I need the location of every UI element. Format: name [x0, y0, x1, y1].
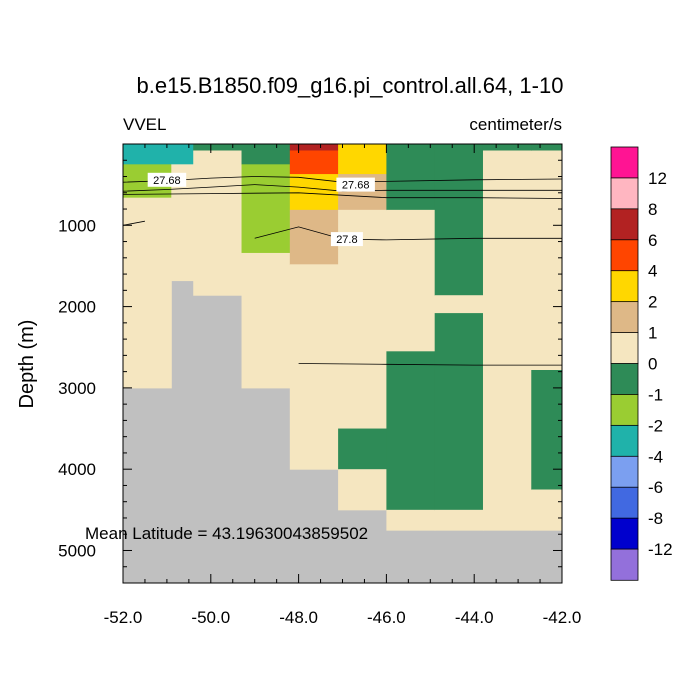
colorbar-box-4: [610, 270, 639, 303]
contour-layer: 27.68 27.68 27.8: [122, 172, 563, 366]
y-tick-label-3: 4000: [58, 460, 96, 479]
cell-col2-seg0: [193, 144, 243, 151]
cell-col7-seg3: [434, 509, 484, 531]
x-tick-label-2: -48.0: [279, 608, 318, 627]
cell-col4-seg4: [289, 264, 339, 470]
colorbar-box-1: [610, 177, 639, 210]
cell-col7-seg1: [434, 295, 484, 314]
colorbar-label-2: 6: [648, 231, 657, 250]
cell-col0-seg2: [123, 197, 172, 389]
cell-col6-seg3: [386, 509, 436, 531]
x-tick-label-3: -46.0: [367, 608, 406, 627]
cell-col9-seg2: [531, 370, 563, 491]
colorbar-label-10: -6: [648, 478, 663, 497]
colorbar-box-13: [610, 548, 639, 581]
contour-label-3: 27.8: [336, 234, 357, 246]
cell-col9-seg1: [531, 150, 563, 371]
y-tick-label-2: 3000: [58, 379, 96, 398]
cell-col5-seg4: [338, 469, 387, 511]
colorbar-box-10: [610, 455, 639, 488]
cell-col9-seg0: [531, 144, 563, 151]
cell-col2-seg1: [193, 150, 243, 165]
cell-col6-seg0: [386, 144, 436, 211]
colorbar-box-5: [610, 301, 639, 334]
cell-col3-seg0: [241, 144, 291, 165]
contour-label-bg-0: [147, 172, 187, 187]
colorbar-box-3: [610, 239, 639, 272]
cell-col1-seg0: [171, 144, 194, 165]
cell-col9-seg3: [531, 489, 563, 531]
axes-layer: -52.0 -50.0 -48.0 -46.0 -44.0 -42.0 1000 2000 30…: [58, 143, 582, 627]
cell-col8-seg0: [482, 144, 532, 151]
colorbar-box-7: [610, 363, 639, 396]
contour-label-bg-3: [330, 232, 363, 247]
cell-col7-seg2: [434, 313, 484, 511]
y-tick-label-1: 2000: [58, 298, 96, 317]
colorbar-label-4: 2: [648, 293, 657, 312]
cell-col4-seg0: [289, 144, 339, 151]
units-label: centimeter/s: [469, 115, 562, 134]
cell-col6-seg1: [386, 209, 436, 352]
colorbar-label-5: 1: [648, 324, 657, 343]
cell-col7-seg0: [434, 144, 484, 296]
cell-col5-seg2: [338, 209, 387, 430]
colorbar-label-0: 12: [648, 169, 667, 188]
colorbar-label-8: -2: [648, 416, 663, 435]
colorbar-box-12: [610, 517, 639, 550]
colorbar-box-0: [610, 146, 639, 179]
contour-label-1: 27.68: [342, 180, 370, 192]
colorbar-box-2: [610, 208, 639, 241]
colorbar-box-8: [610, 394, 639, 427]
plot-fill-layer: [123, 144, 563, 583]
y-tick-label-0: 1000: [58, 216, 96, 235]
colorbar-box-11: [610, 486, 639, 519]
chart-title: b.e15.B1850.f09_g16.pi_control.all.64, 1…: [137, 73, 564, 98]
colorbar-label-3: 4: [648, 262, 657, 281]
x-tick-label-5: -42.0: [543, 608, 582, 627]
cell-col4-seg2: [289, 174, 339, 211]
cell-col5-seg0: [338, 144, 387, 175]
x-tick-label-1: -50.0: [191, 608, 230, 627]
cell-col3-seg2: [241, 252, 291, 389]
cell-col5-seg3: [338, 428, 387, 470]
colorbar-label-11: -8: [648, 509, 663, 528]
colorbar-label-1: 8: [648, 200, 657, 219]
cell-col2-seg2: [193, 164, 243, 296]
cell-col6-seg2: [386, 351, 436, 511]
y-tick-label-4: 5000: [58, 541, 96, 560]
colorbar-label-6: 0: [648, 355, 657, 374]
colorbar: 12 8 6 4 2 1 0 -1 -2 -4 -6 -8 -12: [610, 146, 673, 581]
cell-col3-seg1: [241, 164, 291, 254]
cell-col4-seg3: [289, 209, 339, 265]
x-tick-label-0: -52.0: [104, 608, 143, 627]
contour-label-0: 27.68: [153, 175, 181, 187]
variable-label: VVEL: [123, 115, 166, 134]
colorbar-box-6: [610, 332, 639, 365]
contour-line-3: [254, 226, 562, 241]
contour-line-1: [122, 184, 562, 192]
contour-line-2: [122, 192, 563, 199]
cell-col4-seg1: [289, 150, 339, 175]
cell-col0-seg0: [123, 144, 172, 165]
colorbar-label-9: -4: [648, 447, 663, 466]
contour-line-5: [298, 363, 562, 366]
colorbar-label-12: -12: [648, 540, 673, 559]
contour-label-bg-1: [336, 177, 375, 192]
contour-line-4: [122, 220, 145, 226]
cell-col8-seg1: [482, 150, 532, 531]
colorbar-label-7: -1: [648, 385, 663, 404]
x-tick-label-4: -44.0: [455, 608, 494, 627]
mean-latitude-annotation: Mean Latitude = 43.19630043859502: [85, 524, 368, 543]
y-axis-label: Depth (m): [16, 320, 38, 409]
colorbar-box-9: [610, 424, 639, 457]
